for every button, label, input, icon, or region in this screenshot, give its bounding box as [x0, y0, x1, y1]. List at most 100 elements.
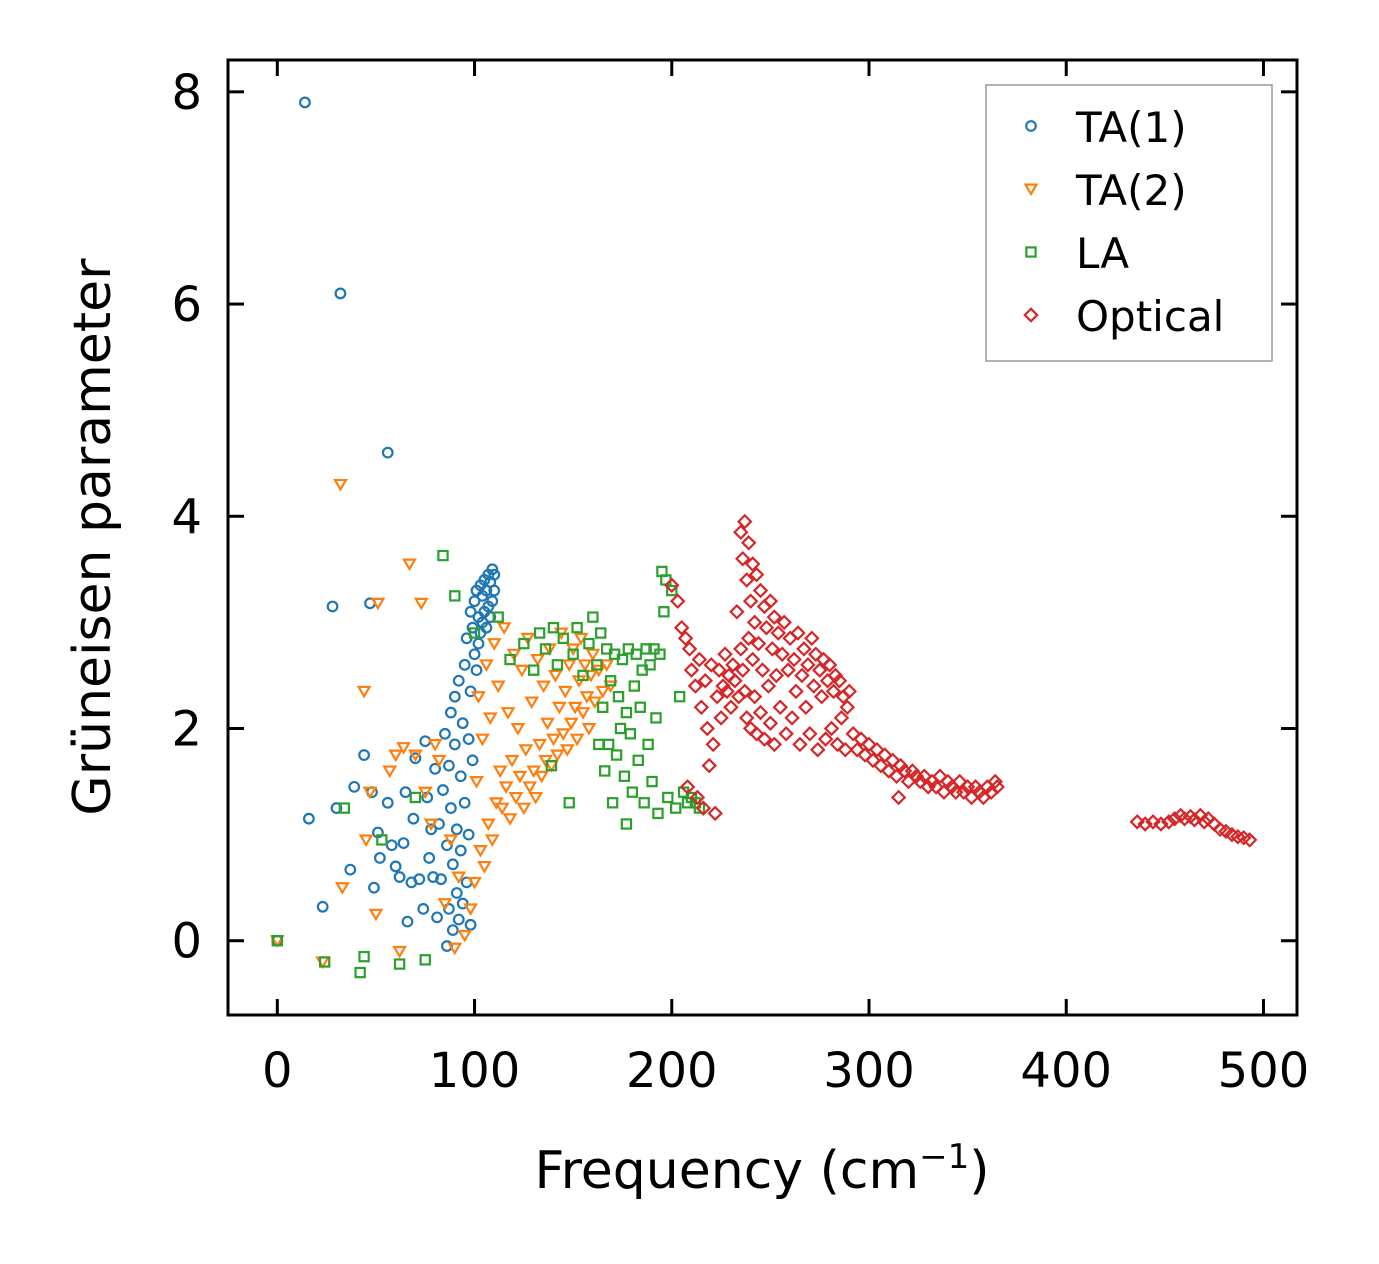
data-point	[555, 728, 571, 741]
data-point	[616, 653, 629, 666]
data-point	[358, 749, 370, 761]
data-point	[522, 781, 538, 794]
data-point	[811, 662, 828, 678]
data-point	[482, 712, 498, 726]
data-point	[599, 659, 615, 672]
data-point	[356, 685, 372, 699]
data-point	[450, 887, 463, 899]
data-point	[344, 863, 357, 876]
data-point	[524, 696, 540, 710]
data-point	[504, 653, 516, 666]
data-point	[713, 710, 729, 726]
data-point	[752, 582, 769, 599]
x-axis-label-superscript: −1	[919, 1137, 969, 1177]
data-point	[563, 717, 579, 731]
data-point	[547, 669, 563, 683]
data-point	[446, 924, 459, 937]
data-point	[750, 635, 767, 652]
data-point	[760, 678, 777, 694]
data-point	[861, 736, 877, 753]
data-point	[693, 802, 706, 814]
data-point	[510, 722, 526, 736]
data-point	[798, 699, 814, 716]
data-point	[567, 648, 579, 660]
legend-marker	[1025, 246, 1037, 258]
data-point	[419, 954, 431, 966]
data-point	[316, 900, 329, 913]
data-point	[539, 643, 552, 655]
data-point	[575, 707, 591, 720]
data-point	[540, 717, 555, 731]
data-point	[569, 733, 585, 747]
data-point	[602, 738, 615, 751]
data-point	[373, 852, 386, 864]
data-point	[334, 882, 350, 895]
data-point	[679, 779, 696, 795]
data-point	[705, 736, 721, 753]
data-point	[796, 641, 812, 657]
data-point	[447, 942, 463, 956]
data-point	[449, 590, 461, 602]
x-axis-label-text: Frequency (cm	[534, 1141, 919, 1201]
x-tick-label: 100	[429, 1043, 521, 1099]
data-point	[417, 902, 430, 915]
data-point	[448, 738, 461, 751]
data-point	[464, 918, 477, 931]
data-point	[869, 741, 885, 758]
data-point	[547, 621, 560, 634]
data-point	[427, 871, 440, 883]
data-point	[585, 648, 601, 662]
x-axis-label: Frequency (cm−1)	[534, 1137, 989, 1201]
series-ta-1-	[271, 96, 501, 952]
data-point	[467, 876, 482, 890]
data-point	[577, 669, 589, 682]
data-point	[736, 683, 753, 700]
legend-label: Optical	[1076, 292, 1224, 341]
data-point	[486, 595, 499, 608]
data-point	[504, 754, 520, 768]
data-point	[392, 945, 408, 959]
data-point	[409, 752, 422, 765]
data-point	[472, 637, 485, 650]
data-point	[530, 654, 546, 667]
data-point	[514, 664, 530, 678]
data-point	[766, 736, 783, 753]
data-point	[458, 796, 471, 809]
data-point	[454, 770, 467, 783]
data-point	[478, 659, 494, 672]
data-point	[385, 839, 398, 852]
data-point	[534, 770, 550, 784]
data-point	[618, 770, 631, 782]
data-point	[839, 699, 856, 716]
data-point	[528, 664, 540, 676]
data-point	[989, 779, 1005, 795]
data-point	[729, 604, 745, 620]
data-point	[425, 823, 438, 836]
data-point	[614, 722, 627, 735]
data-point	[471, 691, 486, 704]
data-point	[557, 685, 573, 699]
data-point	[642, 738, 654, 751]
data-point	[790, 625, 806, 641]
data-point	[884, 752, 901, 769]
data-point	[802, 726, 818, 742]
data-point	[762, 593, 779, 609]
data-point	[381, 446, 394, 459]
data-point	[536, 680, 551, 694]
data-point	[581, 722, 597, 736]
data-point	[768, 667, 785, 684]
data-point	[829, 736, 846, 753]
data-point	[748, 726, 765, 742]
data-point	[670, 802, 682, 814]
data-point	[711, 662, 727, 678]
data-point	[620, 706, 633, 719]
data-point	[1153, 816, 1169, 832]
data-point	[758, 619, 775, 636]
data-point	[354, 966, 366, 979]
data-point	[748, 566, 765, 583]
data-point	[423, 852, 436, 864]
data-point	[823, 720, 840, 737]
data-point	[402, 558, 417, 572]
data-point	[299, 96, 311, 109]
data-point	[833, 710, 850, 726]
